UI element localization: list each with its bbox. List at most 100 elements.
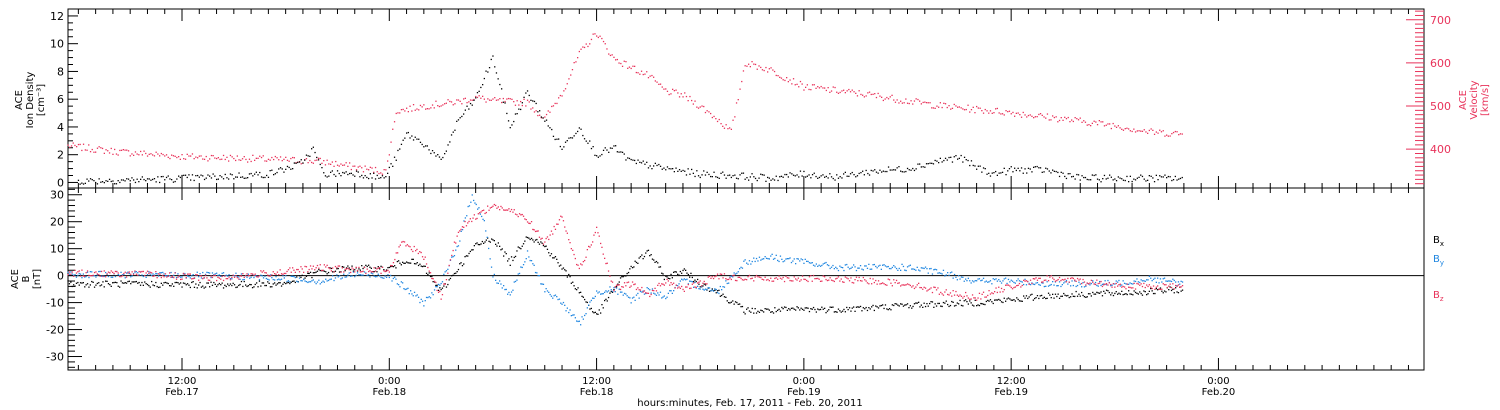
bx-point <box>897 304 899 306</box>
bx-point <box>98 282 100 284</box>
bz-point <box>1128 286 1130 288</box>
bz-point <box>1013 286 1015 289</box>
velocity-point <box>471 99 473 101</box>
bx-point <box>224 284 226 286</box>
by-point <box>368 274 370 276</box>
by-point <box>432 294 434 296</box>
by-point <box>516 279 518 281</box>
bx-point <box>149 286 151 288</box>
density-point <box>905 170 907 173</box>
bz-point <box>1034 278 1036 280</box>
by-point <box>526 250 529 252</box>
bx-point <box>247 285 249 287</box>
by-point <box>1180 280 1182 282</box>
by-point <box>562 301 565 304</box>
bx-point <box>550 253 553 255</box>
velocity-point <box>597 36 599 39</box>
velocity-point <box>967 104 969 106</box>
bz-point <box>922 288 924 290</box>
bx-point <box>750 311 752 313</box>
density-point <box>621 151 624 153</box>
bz-point <box>778 275 780 277</box>
bz-point <box>623 282 626 284</box>
by-point <box>1175 281 1177 283</box>
bz-point <box>356 269 359 272</box>
bz-point <box>456 235 458 237</box>
by-point <box>1170 280 1173 283</box>
bx-point <box>912 305 914 308</box>
density-point <box>862 170 864 172</box>
by-point <box>830 266 833 268</box>
velocity-point <box>362 171 365 173</box>
velocity-point <box>836 91 838 93</box>
bz-point <box>308 268 310 271</box>
density-point <box>1152 177 1154 179</box>
by-point <box>701 286 703 288</box>
bz-point <box>1041 281 1043 283</box>
bz-point <box>578 267 580 270</box>
bx-point <box>808 310 811 313</box>
density-point <box>335 175 337 177</box>
by-point <box>888 267 891 270</box>
by-point <box>718 292 720 295</box>
velocity-point <box>186 153 188 155</box>
bz-point <box>703 280 705 283</box>
bx-point <box>923 302 925 304</box>
bz-point <box>377 267 379 269</box>
velocity-tick-label: 400 <box>1430 143 1451 156</box>
bx-point <box>207 282 209 284</box>
velocity-point <box>898 102 900 104</box>
by-point <box>1010 279 1012 281</box>
bx-point <box>645 252 647 254</box>
by-point <box>1090 282 1092 285</box>
density-point <box>77 179 80 181</box>
by-point <box>343 273 345 275</box>
velocity-point <box>292 156 294 159</box>
density-point <box>912 167 914 170</box>
bx-point <box>105 280 107 282</box>
density-point <box>153 178 156 180</box>
bz-point <box>909 284 911 287</box>
density-point <box>1084 176 1087 179</box>
by-point <box>744 259 746 261</box>
density-point <box>1179 177 1182 180</box>
by-point <box>202 271 204 274</box>
by-point <box>978 278 981 280</box>
density-point <box>692 172 694 174</box>
by-point <box>655 294 658 296</box>
field-tick-label: -10 <box>46 297 64 310</box>
by-point <box>876 267 878 269</box>
bx-point <box>267 281 269 283</box>
by-point <box>609 286 611 288</box>
bx-point <box>68 283 71 285</box>
velocity-point <box>649 75 651 77</box>
date-tick-label: Feb.18 <box>580 387 614 398</box>
by-point <box>456 245 458 248</box>
bz-point <box>858 276 860 279</box>
density-point <box>283 171 285 173</box>
velocity-point <box>528 101 530 103</box>
density-point <box>760 173 762 175</box>
bz-point <box>722 277 724 279</box>
density-point <box>499 83 501 86</box>
bx-point <box>256 282 258 284</box>
bx-point <box>369 266 371 268</box>
velocity-point <box>1003 114 1005 116</box>
bz-point <box>100 270 103 273</box>
by-point <box>725 280 727 282</box>
velocity-point <box>516 100 518 102</box>
density-point <box>910 169 912 171</box>
bz-point <box>1129 286 1131 289</box>
bz-point <box>982 291 985 293</box>
by-point <box>693 286 695 288</box>
by-point <box>658 294 660 296</box>
density-point <box>948 156 950 159</box>
density-point <box>946 159 948 161</box>
density-point <box>1169 176 1171 178</box>
by-point <box>374 276 377 278</box>
velocity-point <box>647 77 650 79</box>
by-point <box>293 275 295 278</box>
bz-point <box>698 281 700 283</box>
bx-point <box>1140 292 1142 295</box>
density-point <box>706 171 708 173</box>
